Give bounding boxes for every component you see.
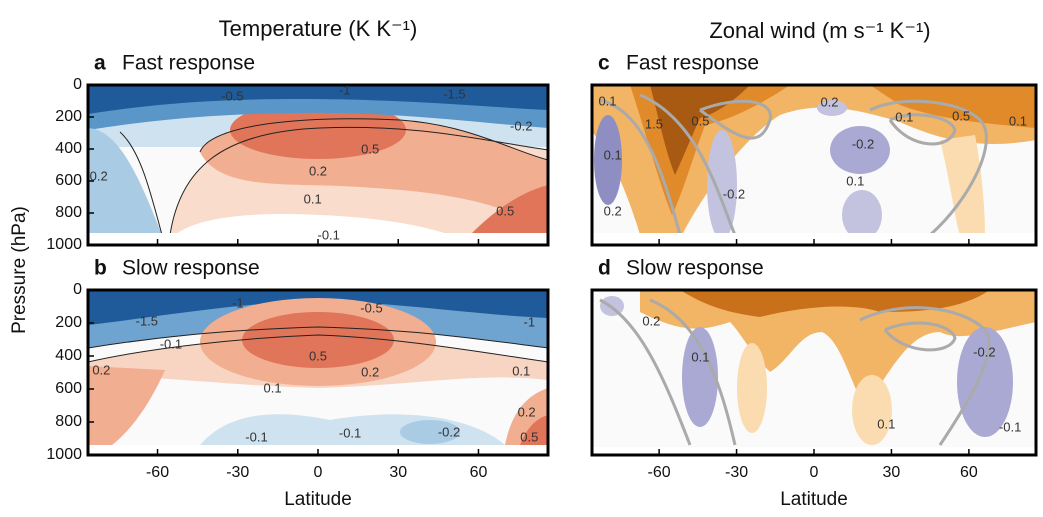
- contour-label: 0.1: [512, 363, 530, 378]
- contour-label: 0.2: [604, 203, 622, 218]
- panel-letter: a: [94, 52, 106, 75]
- x-tick-label: 0: [810, 464, 819, 481]
- contour-label: -0.2: [723, 187, 745, 202]
- contour-label: 0.5: [520, 429, 538, 444]
- x-tick-label: 30: [883, 464, 901, 481]
- contour-label: -1: [339, 82, 351, 97]
- x-tick-label: -60: [648, 464, 671, 481]
- y-tick-label: 0: [73, 76, 82, 93]
- contour-label: 0.5: [361, 141, 379, 156]
- x-axis-label: Latitude: [284, 489, 352, 510]
- contour-label: -0.5: [221, 88, 243, 103]
- contour-label: 0.1: [304, 192, 322, 207]
- y-tick-label: 400: [55, 347, 82, 364]
- contour-fill: [592, 85, 1036, 245]
- panel-title: Fast response: [626, 52, 759, 75]
- contour-label: -0.5: [360, 300, 382, 315]
- contour-label: 0.1: [846, 173, 864, 188]
- contour-label: 0.5: [952, 108, 970, 123]
- contour-label: 1.5: [645, 116, 663, 131]
- contour-label: 0.1: [877, 416, 895, 431]
- y-axis-label: Pressure (hPa): [9, 206, 30, 334]
- x-tick-label: 60: [470, 464, 488, 481]
- contour-label: 0.2: [361, 364, 379, 379]
- y-tick-label: 200: [55, 314, 82, 331]
- x-tick-label: -30: [226, 464, 249, 481]
- contour-label: -1.5: [136, 313, 158, 328]
- contour-label: 0.2: [90, 168, 108, 183]
- column-title: Zonal wind (m s⁻¹ K⁻¹): [709, 18, 930, 43]
- contour-label: -0.2: [973, 344, 995, 359]
- contour-label: -1: [523, 314, 535, 329]
- panel-title: Fast response: [122, 52, 255, 75]
- contour-label: 0.1: [691, 349, 709, 364]
- y-tick-label: 600: [55, 172, 82, 189]
- y-tick-label: 1000: [46, 446, 82, 463]
- contour-fill: [592, 290, 1036, 455]
- contour-label: 0.2: [92, 362, 110, 377]
- column-title: Temperature (K K⁻¹): [219, 16, 418, 41]
- x-tick-label: -30: [725, 464, 748, 481]
- y-tick-label: 600: [55, 380, 82, 397]
- contour-label: -0.1: [999, 419, 1021, 434]
- contour-label: -0.1: [245, 429, 267, 444]
- y-tick-label: 200: [55, 108, 82, 125]
- contour-label: -0.1: [317, 227, 339, 242]
- contour-label: 0.2: [518, 404, 536, 419]
- contour-label: 0.5: [691, 113, 709, 128]
- contour-label: 0.1: [1009, 113, 1027, 128]
- contour-fill: [88, 290, 548, 455]
- contour-label: 0.1: [263, 380, 281, 395]
- x-tick-label: 30: [389, 464, 407, 481]
- y-tick-label: 1000: [46, 236, 82, 253]
- contour-label: 0.2: [642, 313, 660, 328]
- panel-letter: c: [598, 52, 610, 75]
- contour-label: -0.2: [510, 118, 532, 133]
- contour-label: 0.1: [598, 93, 616, 108]
- y-tick-label: 800: [55, 413, 82, 430]
- contour-fill: [88, 85, 548, 245]
- contour-label: 0.1: [604, 147, 622, 162]
- x-tick-label: 60: [960, 464, 978, 481]
- contour-label: -1.5: [443, 86, 465, 101]
- x-tick-label: 0: [314, 464, 323, 481]
- x-tick-label: -60: [146, 464, 169, 481]
- contour-label: -1: [232, 295, 244, 310]
- contour-label: -0.1: [339, 425, 361, 440]
- contour-label: 0.5: [309, 348, 327, 363]
- contour-label: -0.2: [438, 424, 460, 439]
- panel-title: Slow response: [122, 257, 260, 280]
- panel-letter: b: [94, 257, 107, 280]
- contour-label: 0.1: [895, 109, 913, 124]
- x-axis-label: Latitude: [780, 489, 848, 510]
- y-tick-label: 400: [55, 140, 82, 157]
- contour-label: 0.2: [820, 94, 838, 109]
- y-tick-label: 800: [55, 204, 82, 221]
- y-tick-label: 0: [73, 281, 82, 298]
- contour-label: -0.1: [160, 336, 182, 351]
- panel-letter: d: [598, 257, 611, 280]
- contour-label: 0.2: [309, 163, 327, 178]
- contour-label: -0.2: [852, 136, 874, 151]
- panel-title: Slow response: [626, 257, 764, 280]
- contour-label: 0.5: [496, 203, 514, 218]
